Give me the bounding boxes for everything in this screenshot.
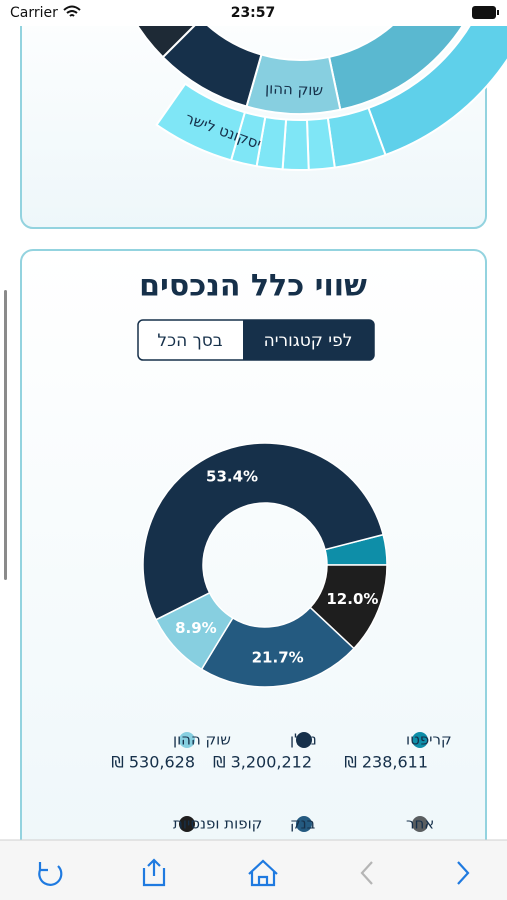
home-button[interactable] [248,859,278,887]
legend-value: ₪ 3,200,212 [213,753,312,772]
legend-name: נדלן [290,731,317,749]
slice-label: 12.0% [326,590,378,608]
back-button[interactable] [360,861,373,885]
slice-label: 53.4% [206,467,258,485]
toggle-active[interactable] [243,320,374,360]
legend-name: קופות ופנסיות [173,815,262,833]
legend-name: שוק ההון [173,731,231,749]
sunburst-label: שוק ההון [265,79,323,99]
reload-button[interactable] [38,862,63,886]
toggle-option[interactable]: לפי קטגוריה [264,331,353,351]
legend-dot [296,732,312,748]
scroll-indicator [4,290,7,580]
toggle-option[interactable]: בסך הכל [157,331,222,351]
legend-dot [179,732,195,748]
legend-name: אחר [406,815,434,833]
legend-value: ₪ 238,611 [344,753,428,772]
legend: קריפטו ₪ 238,611 נדלן ₪ 3,200,212 שוק ההון ₪ … [111,731,451,833]
legend-dot [179,816,195,832]
battery-tip [497,10,499,15]
wifi-icon [63,5,81,17]
forward-button[interactable] [457,861,470,885]
legend-value: ₪ 530,628 [111,753,195,772]
legend-dot [412,732,428,748]
sunburst-segment [155,82,247,162]
share-button[interactable] [142,858,166,887]
donut-chart: 12.0% 21.7% 8.9% 53.4% [142,442,388,688]
legend-name: קריפטו [406,731,452,749]
slice-label: 21.7% [252,649,304,667]
pie-slice [200,606,355,688]
card-title: שווי כלל הנכסים [139,269,367,304]
carrier: Carrier [10,5,58,21]
pie-slice [142,442,385,621]
legend-dot [412,816,428,832]
legend-dot [296,816,312,832]
status-bar [0,0,507,26]
clock: 23:57 [231,5,276,21]
battery [472,6,496,19]
legend-name: בנק [290,815,316,833]
slice-label: 8.9% [175,619,217,637]
